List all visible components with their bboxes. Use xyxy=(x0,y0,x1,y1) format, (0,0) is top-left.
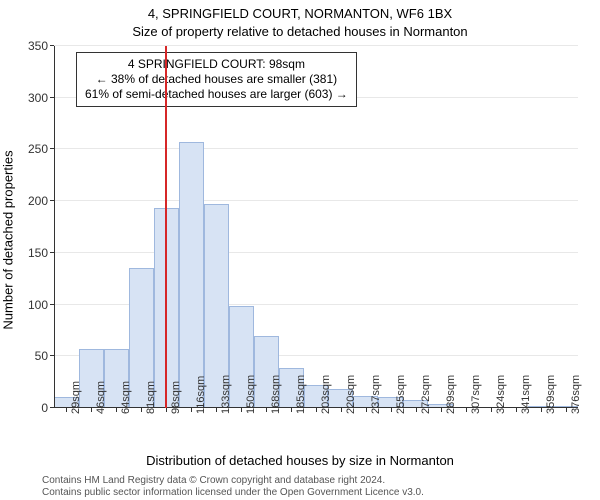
x-tick-label: 307sqm xyxy=(470,375,482,414)
x-tick-mark xyxy=(316,408,317,412)
x-tick-label: 29sqm xyxy=(70,381,82,414)
y-tick-label: 0 xyxy=(41,401,48,415)
x-tick-mark xyxy=(216,408,217,412)
x-tick-mark xyxy=(566,408,567,412)
y-tick-label: 50 xyxy=(35,349,48,363)
x-tick-label: 237sqm xyxy=(370,375,382,414)
y-tick-label: 250 xyxy=(28,142,48,156)
x-tick-label: 64sqm xyxy=(120,381,132,414)
x-tick-mark xyxy=(166,408,167,412)
x-tick-label: 150sqm xyxy=(245,375,257,414)
annotation-line-1: 4 SPRINGFIELD COURT: 98sqm xyxy=(85,57,348,72)
x-tick-mark xyxy=(266,408,267,412)
chart-title-line2: Size of property relative to detached ho… xyxy=(0,24,600,39)
y-tick-label: 300 xyxy=(28,91,48,105)
histogram-bar xyxy=(179,142,204,408)
y-tick-label: 350 xyxy=(28,39,48,53)
plot-area: 4 SPRINGFIELD COURT: 98sqm ← 38% of deta… xyxy=(54,46,578,408)
annotation-line-3: 61% of semi-detached houses are larger (… xyxy=(85,87,348,102)
x-tick-mark xyxy=(541,408,542,412)
x-tick-label: 203sqm xyxy=(320,375,332,414)
y-tick-mark xyxy=(50,200,54,201)
y-tick-mark xyxy=(50,45,54,46)
x-tick-mark xyxy=(391,408,392,412)
y-tick-mark xyxy=(50,97,54,98)
x-tick-mark xyxy=(516,408,517,412)
y-tick-mark xyxy=(50,355,54,356)
x-tick-label: 359sqm xyxy=(545,375,557,414)
x-tick-mark xyxy=(491,408,492,412)
reference-line xyxy=(165,46,167,408)
y-tick-mark xyxy=(50,252,54,253)
chart-container: 4, SPRINGFIELD COURT, NORMANTON, WF6 1BX… xyxy=(0,0,600,500)
x-tick-label: 289sqm xyxy=(445,375,457,414)
x-tick-mark xyxy=(416,408,417,412)
x-tick-label: 272sqm xyxy=(420,375,432,414)
y-tick-label: 200 xyxy=(28,194,48,208)
x-tick-mark xyxy=(66,408,67,412)
x-tick-mark xyxy=(291,408,292,412)
y-tick-label: 100 xyxy=(28,298,48,312)
x-tick-mark xyxy=(366,408,367,412)
chart-title-line1: 4, SPRINGFIELD COURT, NORMANTON, WF6 1BX xyxy=(0,6,600,21)
y-tick-mark xyxy=(50,148,54,149)
credit-line-2: Contains public sector information licen… xyxy=(42,487,424,498)
annotation-line-2: ← 38% of detached houses are smaller (38… xyxy=(85,72,348,87)
credit-line-1: Contains HM Land Registry data © Crown c… xyxy=(42,475,385,486)
x-tick-label: 341sqm xyxy=(520,375,532,414)
x-tick-label: 81sqm xyxy=(145,381,157,414)
x-tick-label: 116sqm xyxy=(195,376,207,414)
x-tick-mark xyxy=(241,408,242,412)
x-tick-label: 98sqm xyxy=(170,381,182,414)
x-tick-mark xyxy=(441,408,442,412)
x-tick-label: 324sqm xyxy=(495,375,507,414)
x-tick-mark xyxy=(191,408,192,412)
x-tick-mark xyxy=(141,408,142,412)
x-tick-mark xyxy=(341,408,342,412)
y-tick-mark xyxy=(50,407,54,408)
annotation-box: 4 SPRINGFIELD COURT: 98sqm ← 38% of deta… xyxy=(76,52,357,107)
x-tick-label: 255sqm xyxy=(395,375,407,414)
x-tick-mark xyxy=(91,408,92,412)
x-axis-label: Distribution of detached houses by size … xyxy=(0,453,600,468)
x-tick-label: 376sqm xyxy=(570,375,582,414)
x-tick-label: 220sqm xyxy=(345,375,357,414)
y-tick-label: 150 xyxy=(28,246,48,260)
y-axis-label: Number of detached properties xyxy=(1,150,16,329)
x-tick-mark xyxy=(116,408,117,412)
x-tick-mark xyxy=(466,408,467,412)
x-tick-label: 133sqm xyxy=(220,375,232,414)
x-tick-label: 168sqm xyxy=(270,375,282,414)
x-tick-label: 46sqm xyxy=(95,381,107,414)
y-axis-line xyxy=(54,46,55,408)
x-tick-label: 185sqm xyxy=(295,375,307,414)
y-tick-mark xyxy=(50,304,54,305)
